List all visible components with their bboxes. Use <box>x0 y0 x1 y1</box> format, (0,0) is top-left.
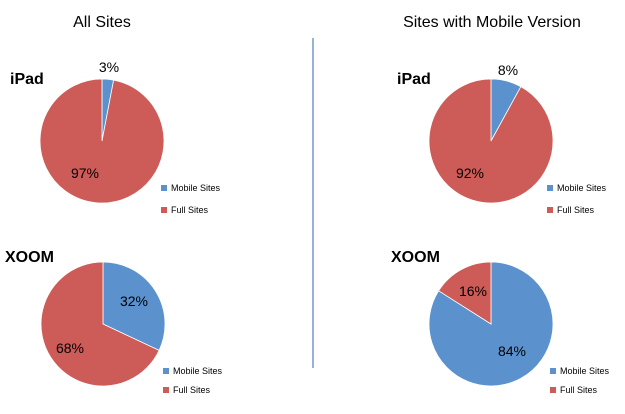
legend-ipad-all-sites: Mobile Sites Full Sites <box>161 183 221 215</box>
slice-label-full-sites: 16% <box>459 283 487 299</box>
device-label-xoom-all: XOOM <box>5 249 54 266</box>
slice-label-mobile-sites: 3% <box>99 59 119 75</box>
legend-label-mobile: Mobile Sites <box>173 366 223 376</box>
slice-label-full-sites: 97% <box>71 165 99 181</box>
pie-ipad-all-sites: 3% 97% <box>39 59 165 204</box>
slice-label-mobile-sites: 84% <box>498 343 526 359</box>
legend-swatch-mobile <box>547 185 553 191</box>
pie-ipad-sites-with-mobile-version: 8% 92% <box>428 62 554 204</box>
slice-label-mobile-sites: 32% <box>120 293 148 309</box>
legend-xoom-sites-with-mobile-version: Mobile Sites Full Sites <box>550 366 610 395</box>
left-column-title: All Sites <box>73 14 131 31</box>
legend-swatch-full <box>550 387 556 393</box>
device-label-xoom-mobile: XOOM <box>391 249 440 266</box>
legend-label-mobile: Mobile Sites <box>557 183 607 193</box>
right-column-title: Sites with Mobile Version <box>403 14 581 31</box>
legend-xoom-all-sites: Mobile Sites Full Sites <box>163 366 223 395</box>
legend-ipad-sites-with-mobile-version: Mobile Sites Full Sites <box>547 183 607 215</box>
legend-label-mobile: Mobile Sites <box>171 183 221 193</box>
pie-slice-full-sites <box>428 78 554 204</box>
device-label-ipad-mobile: iPad <box>397 71 431 88</box>
device-label-ipad-all: iPad <box>10 71 44 88</box>
pie-xoom-sites-with-mobile-version: 84% 16% <box>428 261 554 387</box>
pie-xoom-all-sites: 32% 68% <box>40 261 166 387</box>
pie-slice-full-sites <box>39 78 165 204</box>
pie-slice-full-sites <box>438 261 492 325</box>
slice-label-full-sites: 68% <box>56 340 84 356</box>
slice-label-mobile-sites: 8% <box>498 62 518 78</box>
legend-swatch-full <box>161 207 167 213</box>
legend-swatch-mobile <box>550 368 556 374</box>
legend-swatch-mobile <box>161 185 167 191</box>
legend-label-full: Full Sites <box>171 205 209 215</box>
legend-label-full: Full Sites <box>560 385 598 395</box>
legend-label-mobile: Mobile Sites <box>560 366 610 376</box>
slice-label-full-sites: 92% <box>456 165 484 181</box>
legend-swatch-full <box>163 387 169 393</box>
legend-swatch-mobile <box>163 368 169 374</box>
legend-label-full: Full Sites <box>557 205 595 215</box>
legend-swatch-full <box>547 207 553 213</box>
pie-slice-full-sites <box>40 261 160 387</box>
legend-label-full: Full Sites <box>173 385 211 395</box>
pie-slice-mobile-sites <box>102 261 166 351</box>
